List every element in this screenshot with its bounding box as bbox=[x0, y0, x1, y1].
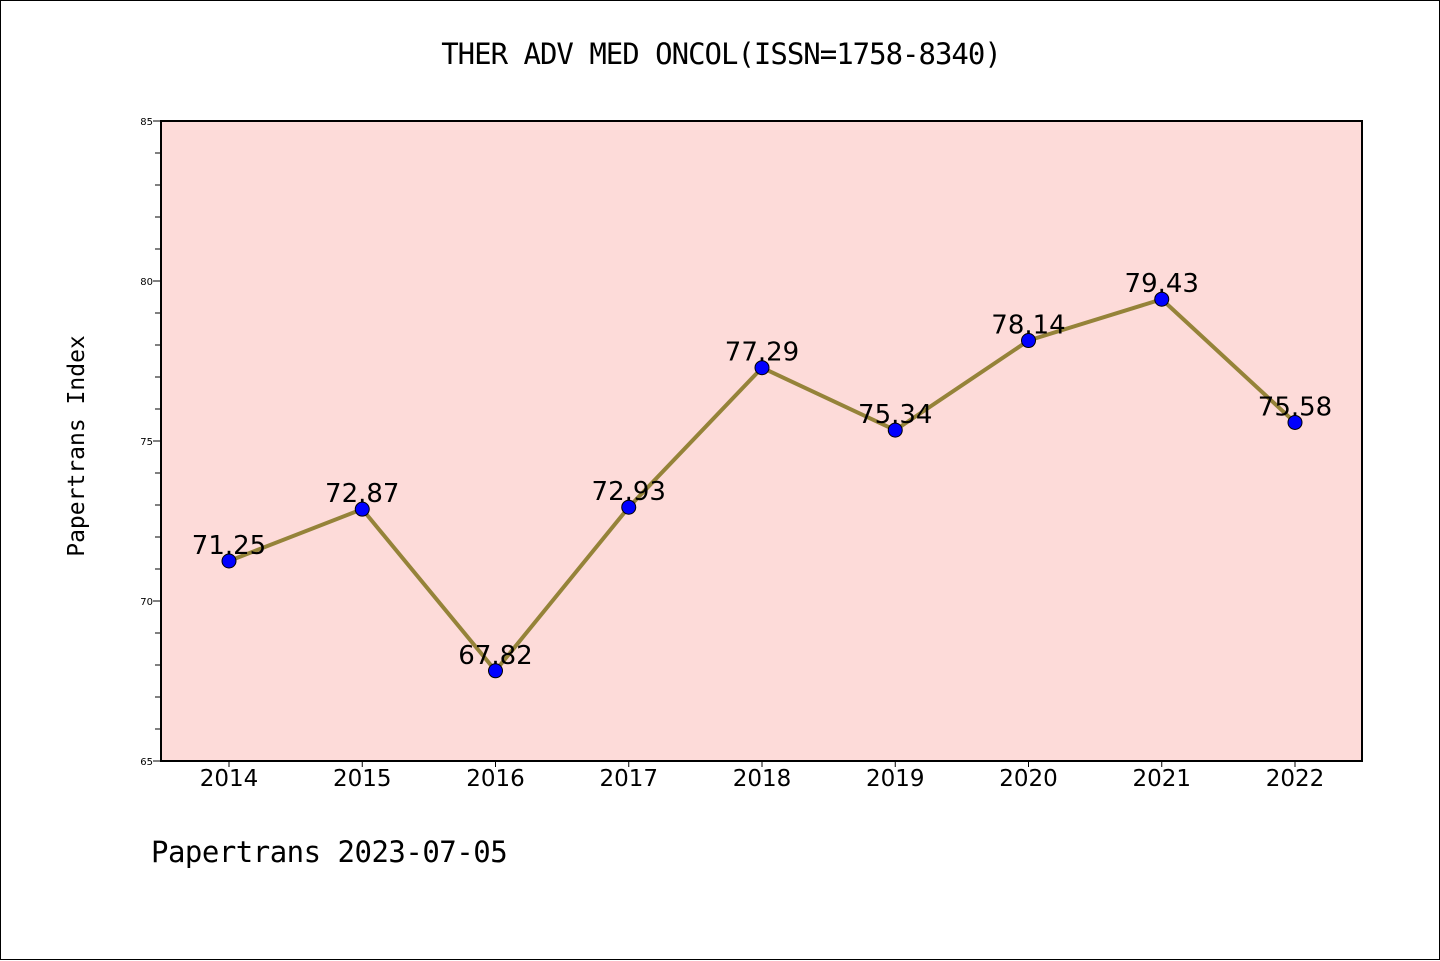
y-tick-label: 75 bbox=[140, 437, 153, 448]
data-label: 75.34 bbox=[858, 400, 932, 430]
plot-frame bbox=[160, 120, 1363, 762]
x-tick-label: 2016 bbox=[466, 766, 525, 792]
x-tick-label: 2014 bbox=[200, 766, 259, 792]
y-tick-label: 80 bbox=[140, 277, 153, 288]
data-point bbox=[221, 553, 237, 569]
data-point bbox=[1287, 414, 1303, 430]
chart-title: THER ADV MED ONCOL(ISSN=1758-8340) bbox=[441, 37, 1002, 71]
x-tick-label: 2021 bbox=[1132, 766, 1191, 792]
footer-date: Papertrans 2023-07-05 bbox=[151, 835, 508, 869]
data-point bbox=[488, 663, 503, 679]
y-tick-label: 70 bbox=[140, 597, 153, 608]
x-tick-label: 2019 bbox=[866, 766, 925, 792]
x-tick-label: 2015 bbox=[333, 766, 392, 792]
data-point bbox=[354, 501, 370, 517]
data-label: 72.87 bbox=[325, 479, 399, 509]
data-label: 71.25 bbox=[192, 531, 266, 561]
data-label: 75.58 bbox=[1258, 392, 1332, 422]
y-tick-label: 65 bbox=[140, 757, 153, 768]
x-tick-label: 2017 bbox=[599, 766, 658, 792]
x-tick-label: 2022 bbox=[1266, 766, 1325, 792]
data-label: 72.93 bbox=[592, 477, 666, 507]
y-tick-label: 85 bbox=[140, 117, 153, 128]
data-label: 77.29 bbox=[725, 338, 799, 368]
plot-background bbox=[161, 121, 1362, 761]
data-point bbox=[887, 422, 903, 438]
data-point bbox=[1021, 333, 1036, 349]
data-label: 79.43 bbox=[1125, 269, 1199, 299]
data-point bbox=[754, 360, 770, 376]
data-point bbox=[621, 499, 637, 515]
data-point bbox=[1154, 291, 1170, 307]
data-label: 78.14 bbox=[991, 311, 1065, 341]
x-tick-label: 2020 bbox=[999, 766, 1058, 792]
x-tick-label: 2018 bbox=[733, 766, 792, 792]
data-label: 67.82 bbox=[458, 641, 532, 671]
